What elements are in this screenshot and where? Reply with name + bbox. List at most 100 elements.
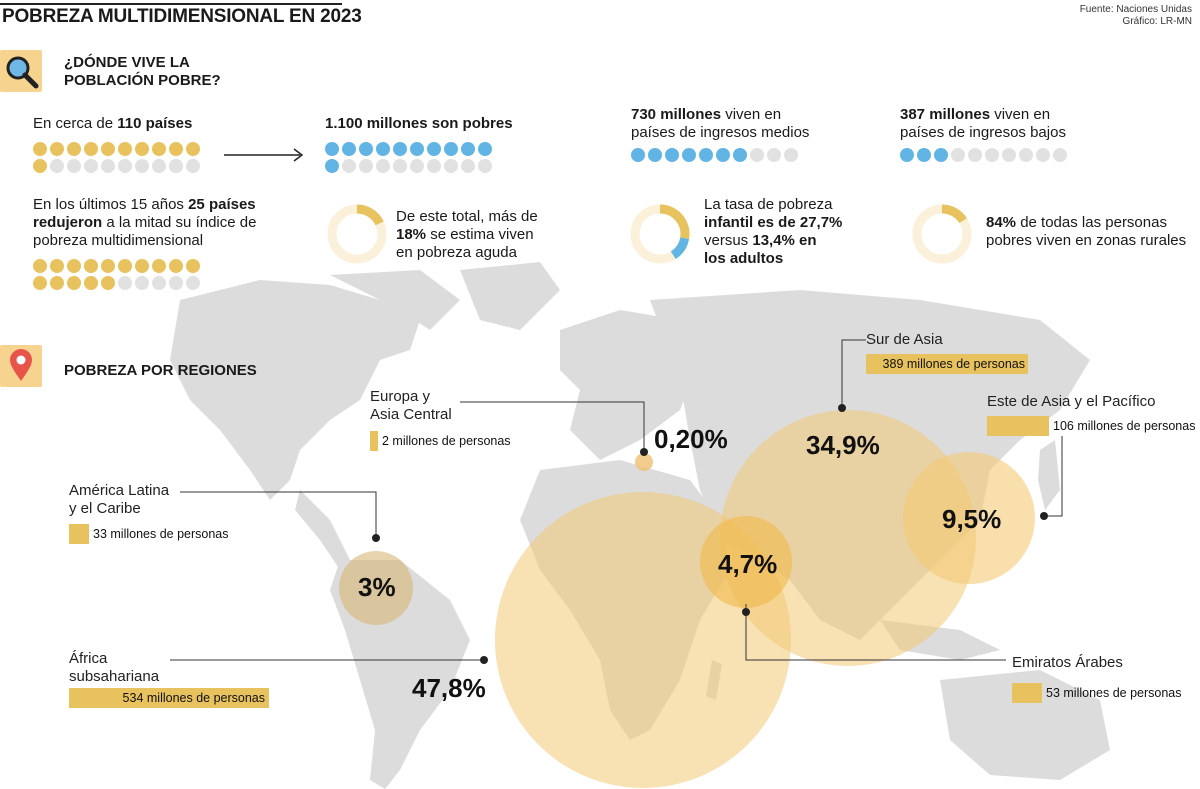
dot-filled	[682, 148, 696, 162]
dot-empty	[393, 159, 407, 173]
dot-empty	[478, 159, 492, 173]
people-bar	[69, 524, 89, 544]
dot-filled	[410, 142, 424, 156]
dot-filled	[33, 142, 47, 156]
stat-poor: 1.100 millones son pobres	[325, 115, 513, 133]
arrow-icon	[224, 148, 304, 162]
stat-countries: En cerca de 110 países	[33, 115, 192, 133]
dot-filled	[135, 142, 149, 156]
marker-europe	[640, 448, 648, 456]
stat-bold: los adultos	[704, 250, 784, 267]
dot-filled	[84, 276, 98, 290]
dot-filled	[33, 259, 47, 273]
dot-empty	[50, 159, 64, 173]
dots-countries	[33, 142, 200, 173]
marker-east-asia	[1040, 512, 1048, 520]
stat-text: de todas las personas	[1016, 214, 1167, 231]
dot-empty	[784, 148, 798, 162]
bubble-south-asia	[720, 410, 976, 666]
dot-empty	[135, 159, 149, 173]
stat-reduced: En los últimos 15 años 25 países redujer…	[33, 196, 256, 250]
leader-arab	[745, 604, 1006, 661]
dot-empty	[186, 276, 200, 290]
region-label-east-asia: Este de Asia y el Pacífico	[987, 393, 1156, 410]
dot-filled	[478, 142, 492, 156]
dot-filled	[118, 142, 132, 156]
stat-child: La tasa de pobreza infantil es de 27,7% …	[704, 196, 842, 268]
dot-empty	[1036, 148, 1050, 162]
stat-text: La tasa de pobreza	[704, 196, 833, 213]
dot-filled	[359, 142, 373, 156]
bubble-europe	[635, 453, 653, 471]
credit-line: Gráfico: LR-MN	[1122, 16, 1192, 27]
region-name: África	[69, 650, 108, 667]
dot-empty	[461, 159, 475, 173]
dot-filled	[169, 142, 183, 156]
dot-filled	[118, 259, 132, 273]
dot-filled	[917, 148, 931, 162]
dot-empty	[410, 159, 424, 173]
stat-bold: infantil es de 27,7%	[704, 214, 843, 231]
region-name: Europa y	[370, 388, 431, 405]
stat-text: se estima viven	[426, 226, 534, 243]
source-note: Fuente: Naciones Unidas Gráfico: LR-MN	[1080, 4, 1192, 28]
dot-filled	[900, 148, 914, 162]
dot-filled	[699, 148, 713, 162]
heading-line: POBLACIÓN POBRE?	[64, 72, 221, 89]
dot-filled	[152, 259, 166, 273]
stat-low-income: 387 millones viven en países de ingresos…	[900, 106, 1066, 142]
dot-filled	[733, 148, 747, 162]
people-text: 106 millones de personas	[1053, 419, 1196, 433]
donut-arc-acute	[356, 204, 384, 226]
dot-empty	[750, 148, 764, 162]
people-bar	[987, 416, 1049, 436]
dot-empty	[985, 148, 999, 162]
dot-filled	[101, 259, 115, 273]
stat-bold: 25 países	[188, 196, 256, 213]
dot-filled	[101, 276, 115, 290]
stat-text: a la mitad su índice de	[102, 214, 257, 231]
donut-arc-rural	[941, 204, 967, 224]
region-name: Asia Central	[370, 406, 452, 423]
dot-filled	[186, 259, 200, 273]
people-text: 2 millones de personas	[382, 434, 511, 448]
people-bar	[370, 431, 378, 451]
dot-empty	[169, 276, 183, 290]
dot-empty	[1002, 148, 1016, 162]
dot-filled	[934, 148, 948, 162]
dot-filled	[50, 259, 64, 273]
leader-south-asia	[841, 339, 866, 408]
dot-empty	[186, 159, 200, 173]
dot-empty	[1053, 148, 1067, 162]
dot-empty	[342, 159, 356, 173]
dot-empty	[169, 159, 183, 173]
stat-text: En cerca de	[33, 115, 118, 132]
stat-text: De este total, más de	[396, 208, 538, 225]
page-title: POBREZA MULTIDIMENSIONAL EN 2023	[2, 6, 362, 27]
dot-filled	[648, 148, 662, 162]
stat-middle-income: 730 millones viven en países de ingresos…	[631, 106, 809, 142]
dot-empty	[427, 159, 441, 173]
dot-empty	[359, 159, 373, 173]
dot-filled	[342, 142, 356, 156]
dot-filled	[186, 142, 200, 156]
dot-empty	[767, 148, 781, 162]
dot-filled	[427, 142, 441, 156]
stat-text: versus	[704, 232, 753, 249]
region-people-latam: 33 millones de personas	[69, 524, 229, 544]
map-pin-icon	[0, 345, 42, 387]
stat-bold: 13,4% en	[752, 232, 817, 249]
dot-empty	[118, 159, 132, 173]
leader-europe	[460, 401, 645, 450]
dot-empty	[152, 159, 166, 173]
dots-reduced	[33, 259, 200, 290]
region-people-south-asia: 389 millones de personas	[866, 354, 1028, 374]
dot-empty	[152, 276, 166, 290]
dot-filled	[393, 142, 407, 156]
dot-empty	[951, 148, 965, 162]
dot-filled	[50, 276, 64, 290]
heading-line: ¿DÓNDE VIVE LA	[64, 54, 190, 71]
leader-latam	[180, 491, 377, 536]
dot-filled	[67, 276, 81, 290]
